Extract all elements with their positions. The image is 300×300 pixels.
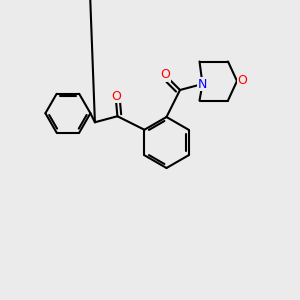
Text: N: N [198, 77, 207, 91]
Text: O: O [238, 74, 247, 88]
Text: O: O [160, 68, 170, 82]
Text: O: O [111, 90, 121, 103]
